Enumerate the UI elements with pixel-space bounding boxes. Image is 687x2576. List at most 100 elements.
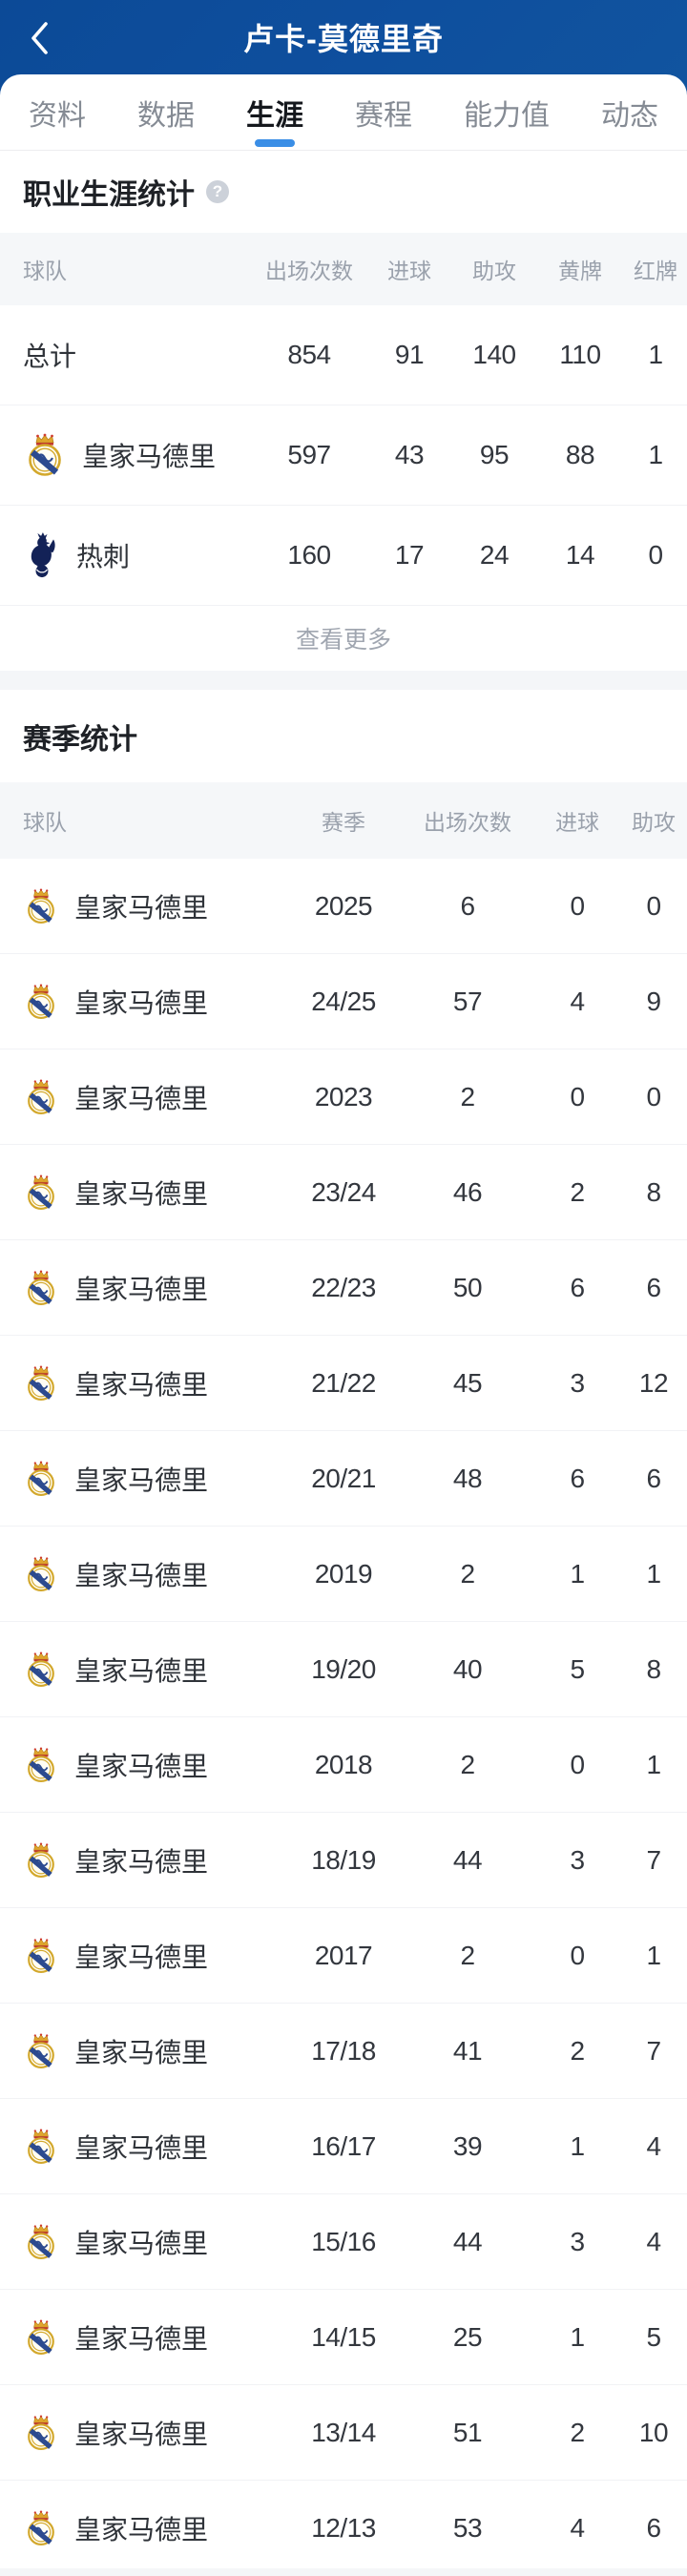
- season-value: 19/20: [311, 1653, 376, 1684]
- season-table-row[interactable]: 皇家马德里 19/20 40 5 8: [0, 1622, 687, 1717]
- page-title: 卢卡-莫德里奇: [243, 22, 444, 56]
- tab-item[interactable]: 赛程: [351, 74, 416, 150]
- assists-value: 7: [646, 2035, 661, 2066]
- col-goals: 进球: [387, 259, 431, 283]
- col-appearances: 出场次数: [424, 810, 511, 835]
- team-name: 皇家马德里: [74, 1369, 209, 1400]
- team-cell: 皇家马德里: [23, 2128, 286, 2166]
- team-cell: 皇家马德里: [23, 1746, 286, 1784]
- season-value: 15/16: [311, 2226, 376, 2256]
- real-madrid-crest-icon: [23, 1651, 59, 1688]
- season-table-row[interactable]: 皇家马德里 12/13 53 4 6: [0, 2481, 687, 2576]
- team-cell: 皇家马德里: [23, 2223, 286, 2261]
- season-value: 21/22: [311, 1367, 376, 1398]
- season-table-row[interactable]: 皇家马德里 23/24 46 2 8: [0, 1145, 687, 1240]
- real-madrid-crest-icon: [23, 983, 59, 1020]
- team-name: 皇家马德里: [74, 1846, 209, 1877]
- team-cell: 皇家马德里: [23, 1078, 286, 1116]
- season-table-row[interactable]: 皇家马德里 21/22 45 3 12: [0, 1336, 687, 1431]
- appearances-value: 44: [452, 2226, 483, 2256]
- career-table-row[interactable]: 总计 854 91 140 110 1: [0, 305, 687, 405]
- assists-value: 6: [646, 2513, 661, 2543]
- team-name: 热刺: [76, 542, 131, 571]
- real-madrid-crest-icon: [23, 1364, 59, 1402]
- assists-value: 4: [646, 2130, 661, 2161]
- career-section-title: 职业生涯统计: [23, 179, 195, 211]
- team-name: 皇家马德里: [74, 1751, 209, 1781]
- tab-label: 资料: [29, 99, 86, 132]
- tab-item[interactable]: 动态: [597, 74, 662, 150]
- goals-value: 2: [570, 1176, 585, 1207]
- season-table-row[interactable]: 皇家马德里 2017 2 0 1: [0, 1908, 687, 2004]
- team-name: 皇家马德里: [74, 1178, 209, 1209]
- help-icon[interactable]: ?: [206, 180, 229, 203]
- tab-item[interactable]: 生涯: [242, 74, 307, 150]
- assists-value: 4: [646, 2226, 661, 2256]
- goals-value: 43: [394, 440, 425, 469]
- season-value: 14/15: [311, 2321, 376, 2352]
- appearances-value: 2: [460, 1749, 475, 1779]
- career-table-row[interactable]: 热刺 160 17 24 14 0: [0, 506, 687, 606]
- back-button[interactable]: [29, 19, 63, 57]
- goals-value: 6: [570, 1272, 585, 1302]
- season-table-row[interactable]: 皇家马德里 13/14 51 2 10: [0, 2385, 687, 2481]
- season-value: 22/23: [311, 1272, 376, 1302]
- red-cards-value: 0: [648, 540, 663, 570]
- tab-label: 数据: [137, 99, 195, 132]
- team-cell: 皇家马德里: [23, 2509, 286, 2547]
- view-more-button[interactable]: 查看更多: [295, 627, 391, 654]
- season-table-row[interactable]: 皇家马德里 15/16 44 3 4: [0, 2194, 687, 2290]
- col-appearances: 出场次数: [265, 259, 353, 283]
- season-table-row[interactable]: 皇家马德里 2018 2 0 1: [0, 1717, 687, 1813]
- team-cell: 皇家马德里: [23, 1174, 286, 1212]
- career-table-row[interactable]: 皇家马德里 597 43 95 88 1: [0, 405, 687, 506]
- season-table-row[interactable]: 皇家马德里 17/18 41 2 7: [0, 2004, 687, 2099]
- assists-value: 5: [646, 2321, 661, 2352]
- team-name: 皇家马德里: [74, 2228, 209, 2258]
- team-cell: 皇家马德里: [23, 1937, 286, 1975]
- season-table-row[interactable]: 皇家马德里 2019 2 1 1: [0, 1527, 687, 1622]
- team-name: 皇家马德里: [74, 1942, 209, 1972]
- appearances-value: 597: [287, 440, 331, 469]
- tab-label: 动态: [601, 99, 658, 132]
- team-name: 皇家马德里: [82, 442, 217, 471]
- tab-item[interactable]: 数据: [134, 74, 198, 150]
- team-cell: 热刺: [23, 532, 252, 578]
- team-name: 皇家马德里: [74, 1655, 209, 1686]
- yellow-cards-value: 110: [559, 340, 601, 369]
- team-cell: 总计: [23, 336, 252, 374]
- team-cell: 皇家马德里: [23, 983, 286, 1021]
- season-value: 2023: [314, 1081, 373, 1111]
- assists-value: 1: [646, 1940, 661, 1970]
- real-madrid-crest-icon: [23, 1174, 59, 1211]
- real-madrid-crest-icon: [23, 887, 59, 924]
- tab-item[interactable]: 能力值: [460, 74, 553, 150]
- goals-value: 1: [570, 1558, 585, 1589]
- goals-value: 4: [570, 2513, 585, 2543]
- real-madrid-crest-icon: [23, 1937, 59, 1974]
- tab-label: 生涯: [246, 99, 303, 132]
- goals-value: 5: [570, 1653, 585, 1684]
- appearances-value: 41: [452, 2035, 483, 2066]
- season-table-row[interactable]: 皇家马德里 18/19 44 3 7: [0, 1813, 687, 1908]
- season-table-row[interactable]: 皇家马德里 22/23 50 6 6: [0, 1240, 687, 1336]
- goals-value: 3: [570, 1844, 585, 1875]
- season-table-row[interactable]: 皇家马德里 20/21 48 6 6: [0, 1431, 687, 1527]
- col-red-cards: 红牌: [634, 259, 677, 283]
- appearances-value: 6: [460, 890, 475, 921]
- season-table-row[interactable]: 皇家马德里 2025 6 0 0: [0, 859, 687, 954]
- season-table-row[interactable]: 皇家马德里 16/17 39 1 4: [0, 2099, 687, 2194]
- team-cell: 皇家马德里: [23, 433, 252, 477]
- tab-bar: 资料 数据 生涯 赛程 能力值 动态: [0, 74, 687, 151]
- team-cell: 皇家马德里: [23, 2414, 286, 2452]
- season-table-row[interactable]: 皇家马德里 2023 2 0 0: [0, 1049, 687, 1145]
- season-table-row[interactable]: 皇家马德里 24/25 57 4 9: [0, 954, 687, 1049]
- appearances-value: 160: [287, 540, 331, 570]
- col-yellow-cards: 黄牌: [558, 259, 602, 283]
- appearances-value: 57: [452, 986, 483, 1016]
- tab-item[interactable]: 资料: [25, 74, 90, 150]
- season-table-row[interactable]: 皇家马德里 14/15 25 1 5: [0, 2290, 687, 2385]
- goals-value: 2: [570, 2035, 585, 2066]
- team-name: 皇家马德里: [74, 2037, 209, 2067]
- appearances-value: 2: [460, 1558, 475, 1589]
